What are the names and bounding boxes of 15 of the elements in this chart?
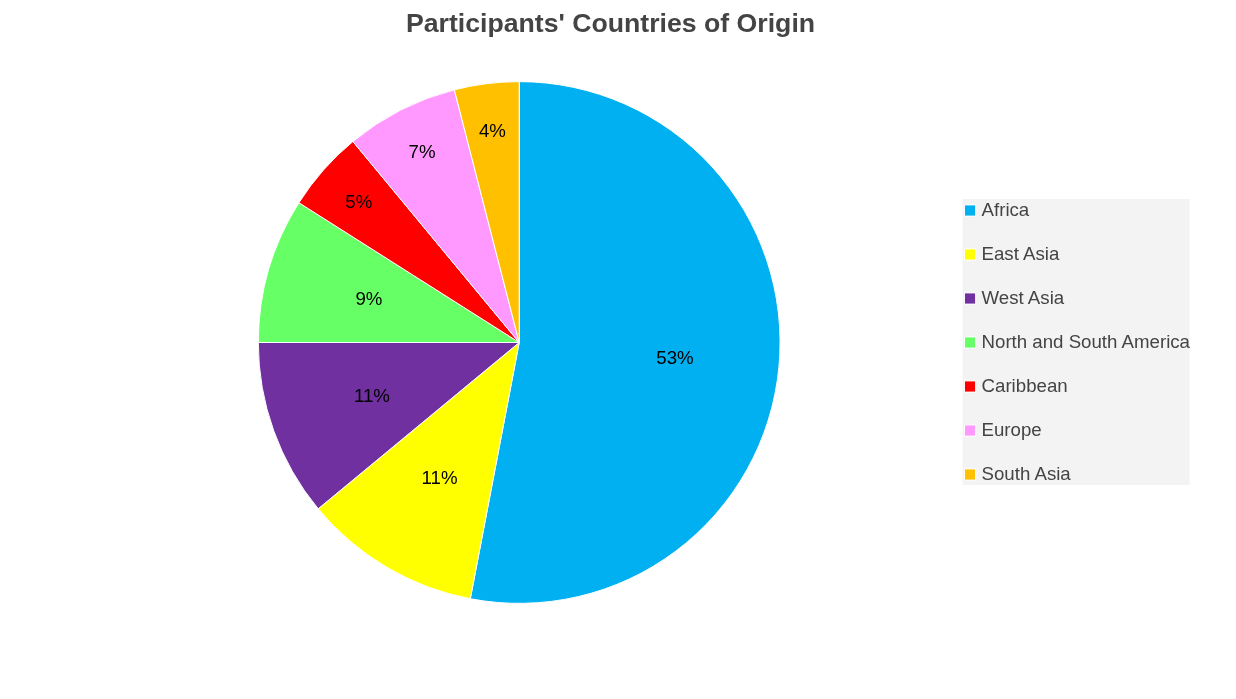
- data-label: 11%: [421, 466, 458, 488]
- legend-label: West Asia: [981, 287, 1065, 309]
- legend-label: South Asia: [981, 463, 1071, 485]
- legend-label: East Asia: [981, 243, 1060, 265]
- legend-label: Europe: [981, 419, 1042, 441]
- legend-label: North and South America: [981, 331, 1190, 353]
- data-label: 11%: [353, 385, 390, 407]
- data-label: 5%: [345, 190, 373, 212]
- data-label: 53%: [656, 346, 694, 368]
- chart-title: Participants' Countries of Origin: [405, 7, 816, 38]
- data-label: 4%: [478, 119, 506, 141]
- legend-label: Africa: [981, 199, 1030, 221]
- legend-label: Caribbean: [981, 375, 1068, 397]
- data-label: 9%: [355, 288, 383, 310]
- data-label: 7%: [408, 141, 436, 163]
